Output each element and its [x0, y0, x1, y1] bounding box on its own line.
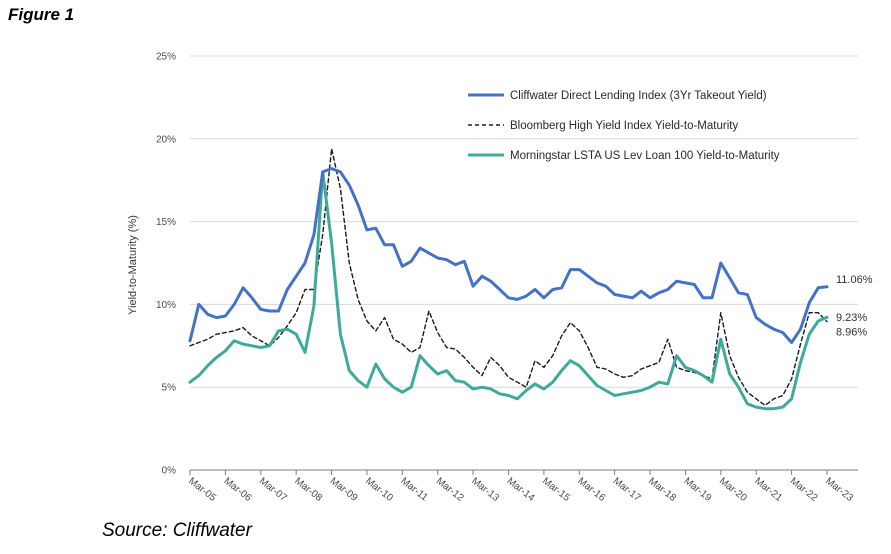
x-tick-label: Mar-19 [682, 476, 714, 504]
x-tick-label: Mar-23 [823, 476, 855, 504]
end-value-labels: 11.06% 9.23% 8.96% [836, 274, 873, 339]
x-tick-label: Mar-10 [363, 476, 395, 504]
y-axis-label: Yield-to-Maturity (%) [127, 215, 139, 315]
legend-entry: Morningstar LSTA US Lev Loan 100 Yield-t… [510, 150, 780, 162]
legend: Cliffwater Direct Lending Index (3Yr Tak… [468, 90, 780, 162]
x-tick-label: Mar-17 [611, 476, 643, 504]
grid-lines [190, 55, 858, 388]
legend-entry: Cliffwater Direct Lending Index (3Yr Tak… [510, 90, 767, 102]
y-tick-label: 15% [156, 217, 176, 228]
legend-entry: Bloomberg High Yield Index Yield-to-Matu… [510, 120, 738, 132]
x-tick-label: Mar-13 [469, 476, 501, 504]
x-tick-label: Mar-06 [222, 476, 254, 504]
x-tick-label: Mar-07 [257, 476, 289, 504]
x-tick-label: Mar-15 [540, 476, 572, 504]
series-group [188, 147, 829, 411]
figure-label: Figure 1 [8, 5, 75, 24]
y-tick-label: 10% [156, 300, 176, 311]
y-tick-label: 25% [156, 52, 176, 63]
x-tick-label: Mar-05 [186, 476, 218, 504]
x-tick-label: Mar-09 [328, 476, 360, 504]
x-tick-label: Mar-16 [575, 476, 607, 504]
x-tick-label: Mar-21 [752, 476, 784, 504]
x-tick-label: Mar-08 [292, 476, 324, 504]
x-tick-label: Mar-18 [646, 476, 678, 504]
x-tick-label: Mar-14 [505, 476, 537, 504]
end-label: 9.23% [836, 312, 867, 324]
y-tick-label: 0% [162, 466, 177, 477]
y-axis-ticks: 0% 5% 10% 15% 20% 25% [156, 52, 176, 477]
y-tick-label: 20% [156, 134, 176, 145]
series-line-0 [188, 167, 829, 344]
x-tick-label: Mar-22 [788, 476, 820, 504]
y-tick-label: 5% [162, 383, 177, 394]
series-line-2 [188, 170, 829, 411]
x-tick-label: Mar-20 [717, 476, 749, 504]
x-tick-label: Mar-12 [434, 476, 466, 504]
x-axis-ticks: Mar-05 Mar-06 Mar-07 Mar-08 Mar-09 Mar-10 Mar-… [186, 470, 855, 504]
source-note: Source: Cliffwater [102, 520, 252, 541]
x-tick-label: Mar-11 [398, 476, 429, 504]
end-label: 11.06% [836, 274, 873, 286]
series-line-1 [189, 147, 828, 407]
end-label: 8.96% [836, 327, 867, 339]
